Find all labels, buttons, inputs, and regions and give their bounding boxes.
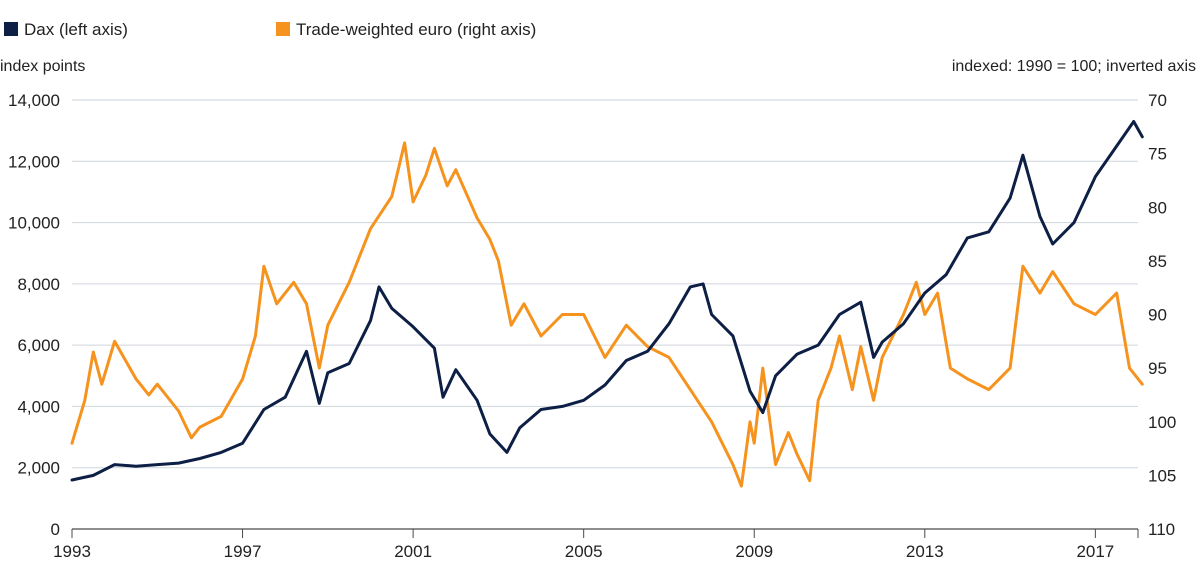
right-axis-title: indexed: 1990 = 100; inverted axis (952, 58, 1196, 75)
left-axis-ticks: 0 2,000 4,000 6,000 8,000 10,000 12,000 14,000 (8, 91, 60, 539)
right-axis-ticks: 70 75 80 85 90 95 100 105 110 (1148, 91, 1176, 539)
x-tick-label: 2013 (906, 542, 944, 561)
left-tick-label: 2,000 (17, 459, 60, 478)
legend-swatch-dax (4, 22, 18, 36)
right-tick-label: 70 (1148, 91, 1167, 110)
series-line-dax (70, 120, 1144, 482)
right-tick-label: 75 (1148, 145, 1167, 164)
legend: Dax (left axis) Trade-weighted euro (rig… (4, 20, 536, 39)
right-tick-label: 110 (1148, 520, 1175, 539)
left-tick-label: 0 (51, 520, 60, 539)
x-tick-label: 2009 (735, 542, 773, 561)
x-tick-label: 2001 (394, 542, 432, 561)
left-tick-label: 12,000 (8, 152, 60, 171)
legend-swatch-euro (276, 22, 290, 36)
legend-label-dax: Dax (left axis) (24, 20, 128, 39)
left-tick-label: 6,000 (17, 336, 60, 355)
x-tick-label: 2017 (1076, 542, 1114, 561)
gridlines (72, 99, 1138, 530)
left-tick-label: 14,000 (8, 91, 60, 110)
left-tick-label: 10,000 (8, 214, 60, 233)
left-tick-label: 4,000 (17, 397, 60, 416)
right-tick-label: 100 (1148, 413, 1176, 432)
right-tick-label: 85 (1148, 252, 1167, 271)
series-line-trade-weighted-euro (70, 141, 1144, 488)
left-tick-label: 8,000 (17, 275, 60, 294)
right-tick-label: 80 (1148, 198, 1167, 217)
x-tick-label: 1997 (224, 542, 262, 561)
x-axis-ticks: 1993 1997 2001 2005 2009 2013 2017 (53, 529, 1139, 561)
x-tick-label: 1993 (53, 542, 91, 561)
x-tick-label: 2005 (565, 542, 603, 561)
series-layer (70, 120, 1144, 488)
right-tick-label: 105 (1148, 466, 1176, 485)
right-tick-label: 90 (1148, 306, 1167, 325)
left-axis-title: index points (0, 58, 85, 75)
legend-label-euro: Trade-weighted euro (right axis) (296, 20, 536, 39)
right-tick-label: 95 (1148, 359, 1167, 378)
